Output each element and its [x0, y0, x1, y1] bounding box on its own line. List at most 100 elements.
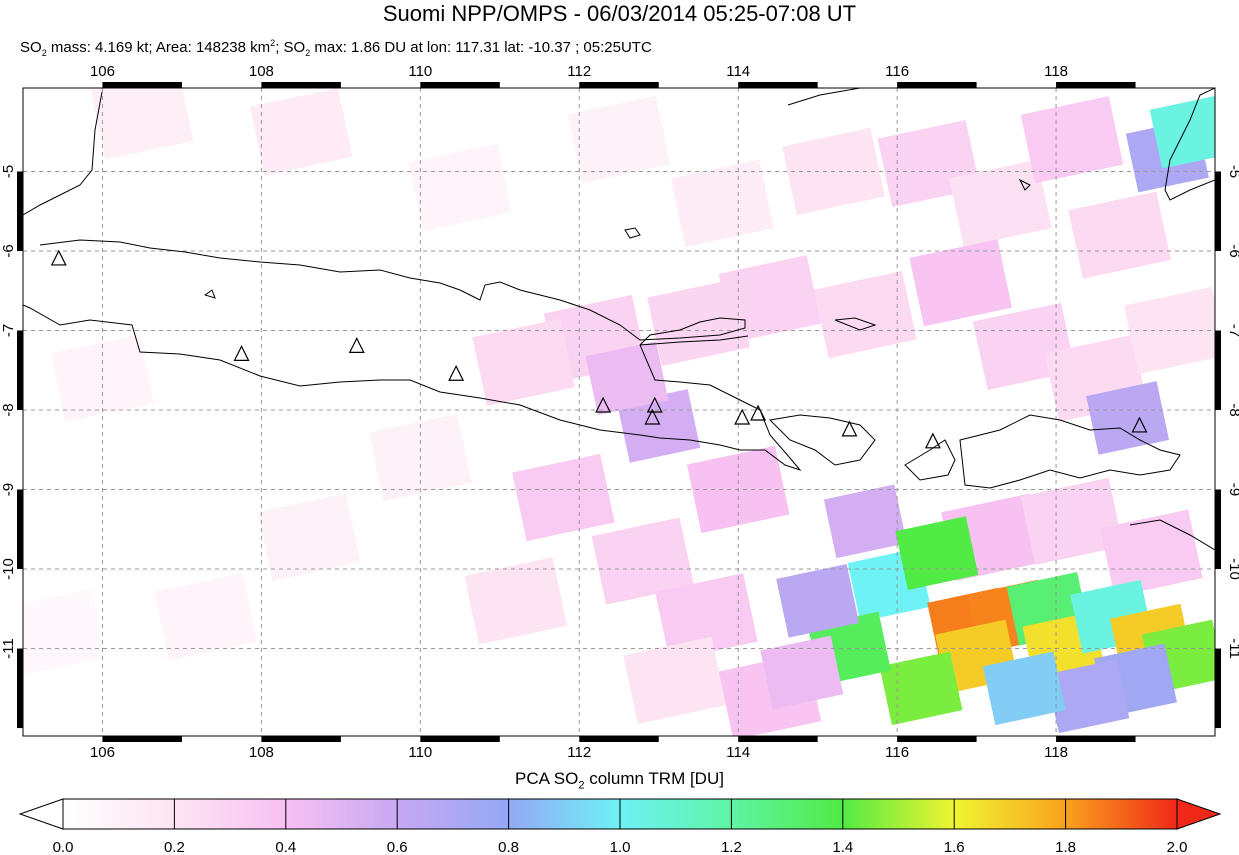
map-title: Suomi NPP/OMPS - 06/03/2014 05:25-07:08 …	[382, 1, 857, 26]
axis-labels: 106 106 108 108 110 110 112 112 114 114 116 116 118 1…	[0, 63, 1239, 760]
border-segment-left	[17, 489, 23, 570]
so2-map: 106 106 108 108 110 110 112 112 114 114 116 116 118 1…	[0, 63, 1239, 760]
border-segment-bottom	[579, 736, 659, 742]
so2-pixel-faint	[909, 239, 1013, 327]
so2-pixel	[760, 635, 844, 710]
lat-tick-label-left: -8	[0, 403, 17, 416]
volcano-icon	[734, 408, 751, 425]
so2-pixel	[823, 484, 907, 559]
so2-pixel-faint	[567, 96, 671, 184]
coastline-kangean	[834, 317, 877, 331]
lon-tick-label-bottom: 108	[249, 744, 274, 760]
lon-tick-label-top: 106	[90, 63, 115, 80]
colorbar-min-arrow	[18, 798, 64, 830]
border-segment-top	[579, 82, 659, 88]
colorbar-tick-label: 1.4	[832, 839, 853, 855]
volcano-markers	[50, 249, 1148, 449]
volcano-icon	[644, 408, 661, 425]
so2-pixel-faint	[1020, 96, 1124, 184]
lat-tick-label-right: -11	[1226, 638, 1239, 659]
so2-pixel	[879, 651, 963, 726]
lon-tick-label-bottom: 110	[408, 744, 432, 760]
coastline-sumatra	[23, 91, 103, 216]
so2-pixel-faint	[154, 573, 258, 661]
lat-tick-label-right: -10	[1226, 558, 1239, 580]
colorbar-tick-label: 1.0	[610, 839, 631, 855]
volcano-icon	[924, 432, 941, 449]
colorbar-tick-label: 0.0	[53, 839, 74, 855]
coastline-sulawesi	[1164, 88, 1215, 201]
colorbar-tick-label: 0.4	[275, 839, 296, 855]
volcano-icon	[448, 364, 465, 381]
colorbar-tick-label: 1.8	[1055, 839, 1076, 855]
colorbar-tick-label: 0.6	[387, 839, 408, 855]
coastline-islet	[1018, 178, 1031, 191]
so2-pixel-faint	[623, 636, 726, 724]
so2-pixel-faint	[591, 517, 695, 605]
so2-pixel-faint	[472, 318, 575, 406]
border-segment-top	[102, 82, 182, 88]
border-segment-bottom	[897, 736, 977, 742]
lat-tick-label-right: -8	[1226, 403, 1239, 416]
so2-pixel	[982, 651, 1066, 726]
so2-pixel-faint	[655, 573, 758, 661]
volcano-icon	[50, 249, 67, 266]
so2-pixel-faint	[1020, 477, 1124, 565]
border-segment-right	[1215, 330, 1221, 411]
border-segment-bottom	[261, 736, 341, 742]
lon-tick-label-top: 112	[567, 63, 591, 80]
map-border-scale	[17, 82, 1221, 742]
coastline-islet	[203, 289, 216, 299]
lon-tick-label-bottom: 118	[1044, 744, 1068, 760]
so2-pixel-faint	[814, 271, 917, 359]
lat-tick-label-left: -11	[0, 638, 17, 659]
lon-tick-label-top: 108	[249, 63, 274, 80]
lon-tick-label-top: 116	[885, 63, 909, 80]
so2-pixel-faint	[23, 589, 107, 677]
border-segment-bottom	[102, 736, 182, 742]
volcano-icon	[1131, 416, 1148, 433]
border-segment-right	[1215, 171, 1221, 251]
coastline-borneo	[787, 88, 861, 106]
so2-pixel	[895, 516, 979, 590]
so2-pixel	[1149, 94, 1215, 169]
border-segment-bottom	[1056, 736, 1136, 742]
coastline-bawean	[624, 227, 641, 239]
lon-tick-label-top: 110	[408, 63, 432, 80]
so2-summary: SO2 mass: 4.169 kt; Area: 148238 km2; SO…	[20, 38, 652, 58]
lon-tick-label-bottom: 106	[90, 744, 115, 760]
so2-pixel-layer	[23, 88, 1215, 736]
border-segment-top	[420, 82, 500, 88]
so2-pixel	[776, 564, 860, 638]
coastline-java	[23, 239, 802, 472]
border-segment-left	[17, 648, 23, 729]
coastline-lombok	[904, 439, 956, 481]
lon-tick-label-bottom: 114	[726, 744, 750, 760]
border-segment-bottom	[738, 736, 818, 742]
so2-pixel-faint	[408, 143, 512, 231]
lat-tick-label-right: -5	[1226, 165, 1239, 178]
border-segment-top	[897, 82, 977, 88]
colorbar-gradient	[62, 798, 1178, 830]
lon-tick-label-top: 118	[1044, 63, 1068, 80]
volcano-icon	[750, 404, 767, 421]
coastline-sumba	[1129, 519, 1215, 551]
lon-tick-label-bottom: 116	[885, 744, 909, 760]
coastline-sumbawa	[959, 414, 1181, 489]
colorbar-title: PCA SO2 column TRM [DU]	[515, 769, 724, 792]
colorbar-ticks: 0.0 0.2 0.4 0.6 0.8 1.0 1.2 1.4 1.6 1.8 2.0	[53, 799, 1187, 855]
lat-tick-label-left: -9	[0, 483, 17, 496]
coastline-bali	[768, 414, 876, 466]
volcano-icon	[841, 420, 858, 437]
border-segment-right	[1215, 648, 1221, 729]
so2-pixel-faint	[1100, 509, 1203, 597]
border-segment-top	[261, 82, 341, 88]
colorbar-tick-label: 0.2	[164, 839, 185, 855]
so2-pixel-faint	[718, 255, 822, 343]
border-segment-top	[1056, 82, 1136, 88]
volcano-icon	[595, 396, 612, 413]
volcano-icon	[646, 396, 663, 413]
so2-pixel-faint	[90, 88, 194, 160]
so2-pixel-faint	[671, 159, 774, 247]
lat-tick-label-right: -6	[1226, 244, 1239, 257]
